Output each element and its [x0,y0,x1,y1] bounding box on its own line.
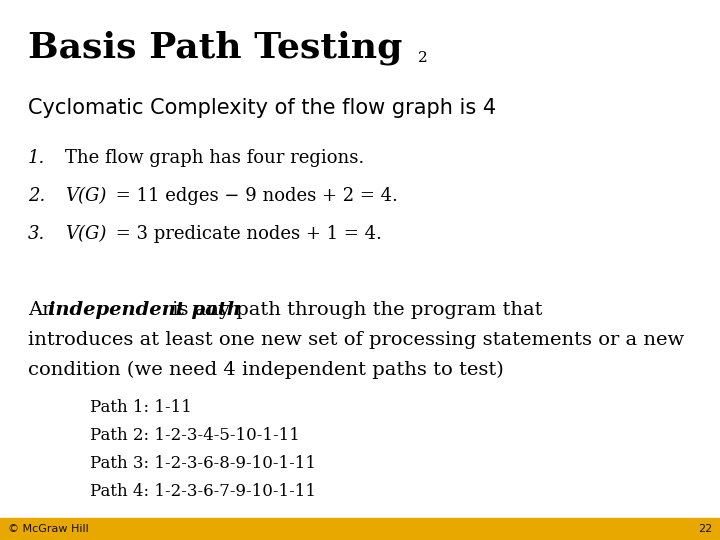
Text: Path 2: 1-2-3-4-5-10-1-11: Path 2: 1-2-3-4-5-10-1-11 [90,428,300,444]
Text: V(G): V(G) [65,225,107,243]
Bar [0,518,720,540]
Text: © McGraw Hill: © McGraw Hill [8,524,89,534]
Text: 1.: 1. [28,149,45,167]
Text: independent path: independent path [48,301,241,319]
Text: An: An [28,301,61,319]
Text: Path 4: 1-2-3-6-7-9-10-1-11: Path 4: 1-2-3-6-7-9-10-1-11 [90,483,316,501]
Text: 2.: 2. [28,187,45,205]
Text: Path 1: 1-11: Path 1: 1-11 [90,400,192,416]
Text: = 3 predicate nodes + 1 = 4.: = 3 predicate nodes + 1 = 4. [110,225,382,243]
Text: condition (we need 4 independent paths to test): condition (we need 4 independent paths t… [28,361,504,379]
Text: = 11 edges − 9 nodes + 2 = 4.: = 11 edges − 9 nodes + 2 = 4. [110,187,398,205]
Text: 3.: 3. [28,225,45,243]
Text: Basis Path Testing: Basis Path Testing [28,31,402,65]
Text: 22: 22 [698,524,712,534]
Text: Path 3: 1-2-3-6-8-9-10-1-11: Path 3: 1-2-3-6-8-9-10-1-11 [90,456,316,472]
Text: introduces at least one new set of processing statements or a new: introduces at least one new set of proce… [28,331,684,349]
Text: 2: 2 [418,51,428,65]
Text: The flow graph has four regions.: The flow graph has four regions. [65,149,364,167]
Text: Cyclomatic Complexity of the flow graph is 4: Cyclomatic Complexity of the flow graph … [28,98,496,118]
Text: is any path through the program that: is any path through the program that [166,301,542,319]
Text: V(G): V(G) [65,187,107,205]
